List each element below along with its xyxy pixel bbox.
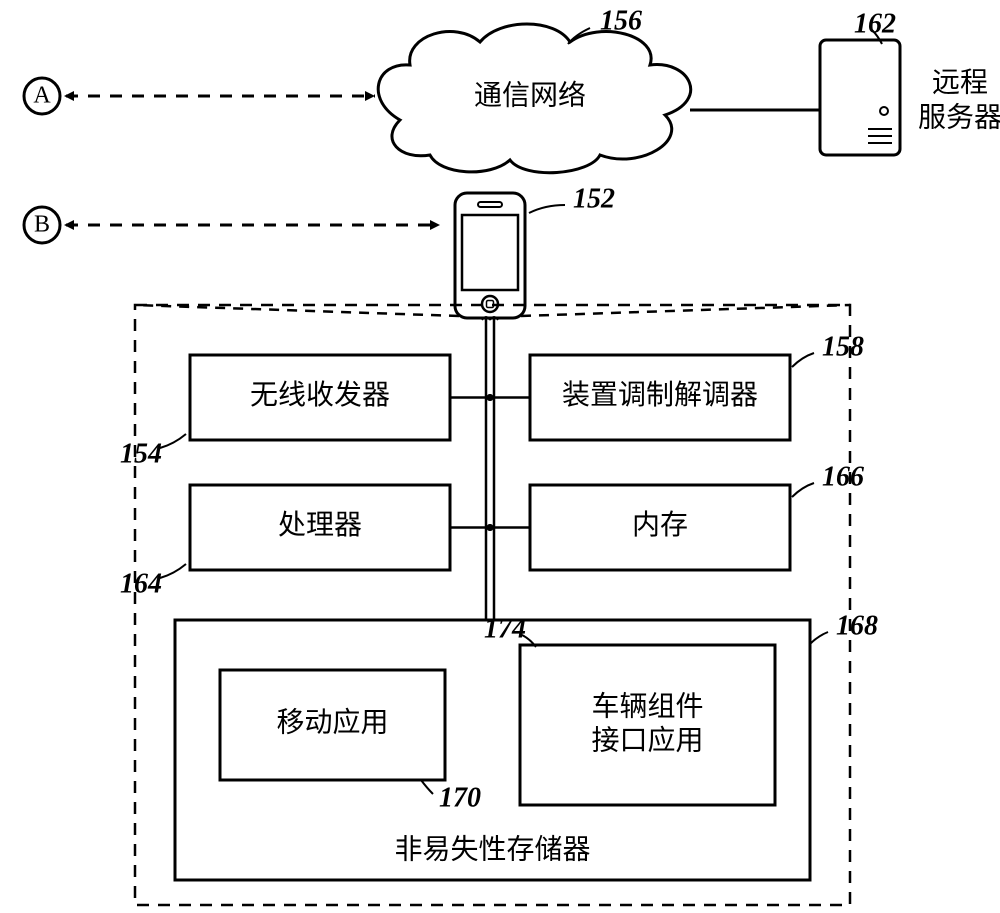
marker-a: A xyxy=(24,78,60,114)
marker-a-letter: A xyxy=(33,83,51,109)
expand-right xyxy=(521,305,850,316)
memory-label: 内存 xyxy=(632,509,688,541)
mobile-app-label: 移动应用 xyxy=(276,706,388,738)
server-label-1: 远程 xyxy=(932,67,988,98)
block-processor: 处理器 164 xyxy=(120,485,450,599)
modem-label: 装置调制解调器 xyxy=(562,379,758,411)
vci-ref: 174 xyxy=(484,613,526,644)
expand-left xyxy=(135,305,459,316)
remote-server: 162远程服务器 xyxy=(820,8,1000,155)
server-label-2: 服务器 xyxy=(918,101,1000,133)
vci-label-1: 车辆组件 xyxy=(591,690,703,722)
nvstore-ref: 168 xyxy=(836,610,878,641)
phone-ref: 152 xyxy=(573,183,615,214)
mobile-device: 152 xyxy=(455,183,615,318)
marker-b-letter: B xyxy=(34,212,50,238)
marker-b: B xyxy=(24,207,60,243)
wireless-ref: 154 xyxy=(120,438,162,469)
processor-ref: 164 xyxy=(120,568,162,599)
wireless-label: 无线收发器 xyxy=(250,379,390,411)
cloud-network: 通信网络 156 xyxy=(378,5,690,172)
nvstore-label: 非易失性存储器 xyxy=(394,833,590,865)
block-modem: 装置调制解调器 158 xyxy=(530,331,864,440)
cloud-label: 通信网络 xyxy=(474,79,586,111)
memory-ref: 166 xyxy=(822,461,864,492)
block-wireless: 无线收发器 154 xyxy=(120,355,450,469)
mobile-app-ref: 170 xyxy=(439,782,481,813)
modem-ref: 158 xyxy=(822,331,864,362)
cloud-ref: 156 xyxy=(600,5,642,36)
block-memory: 内存 166 xyxy=(530,461,864,570)
processor-label: 处理器 xyxy=(278,509,362,541)
vci-label-2: 接口应用 xyxy=(591,724,703,756)
